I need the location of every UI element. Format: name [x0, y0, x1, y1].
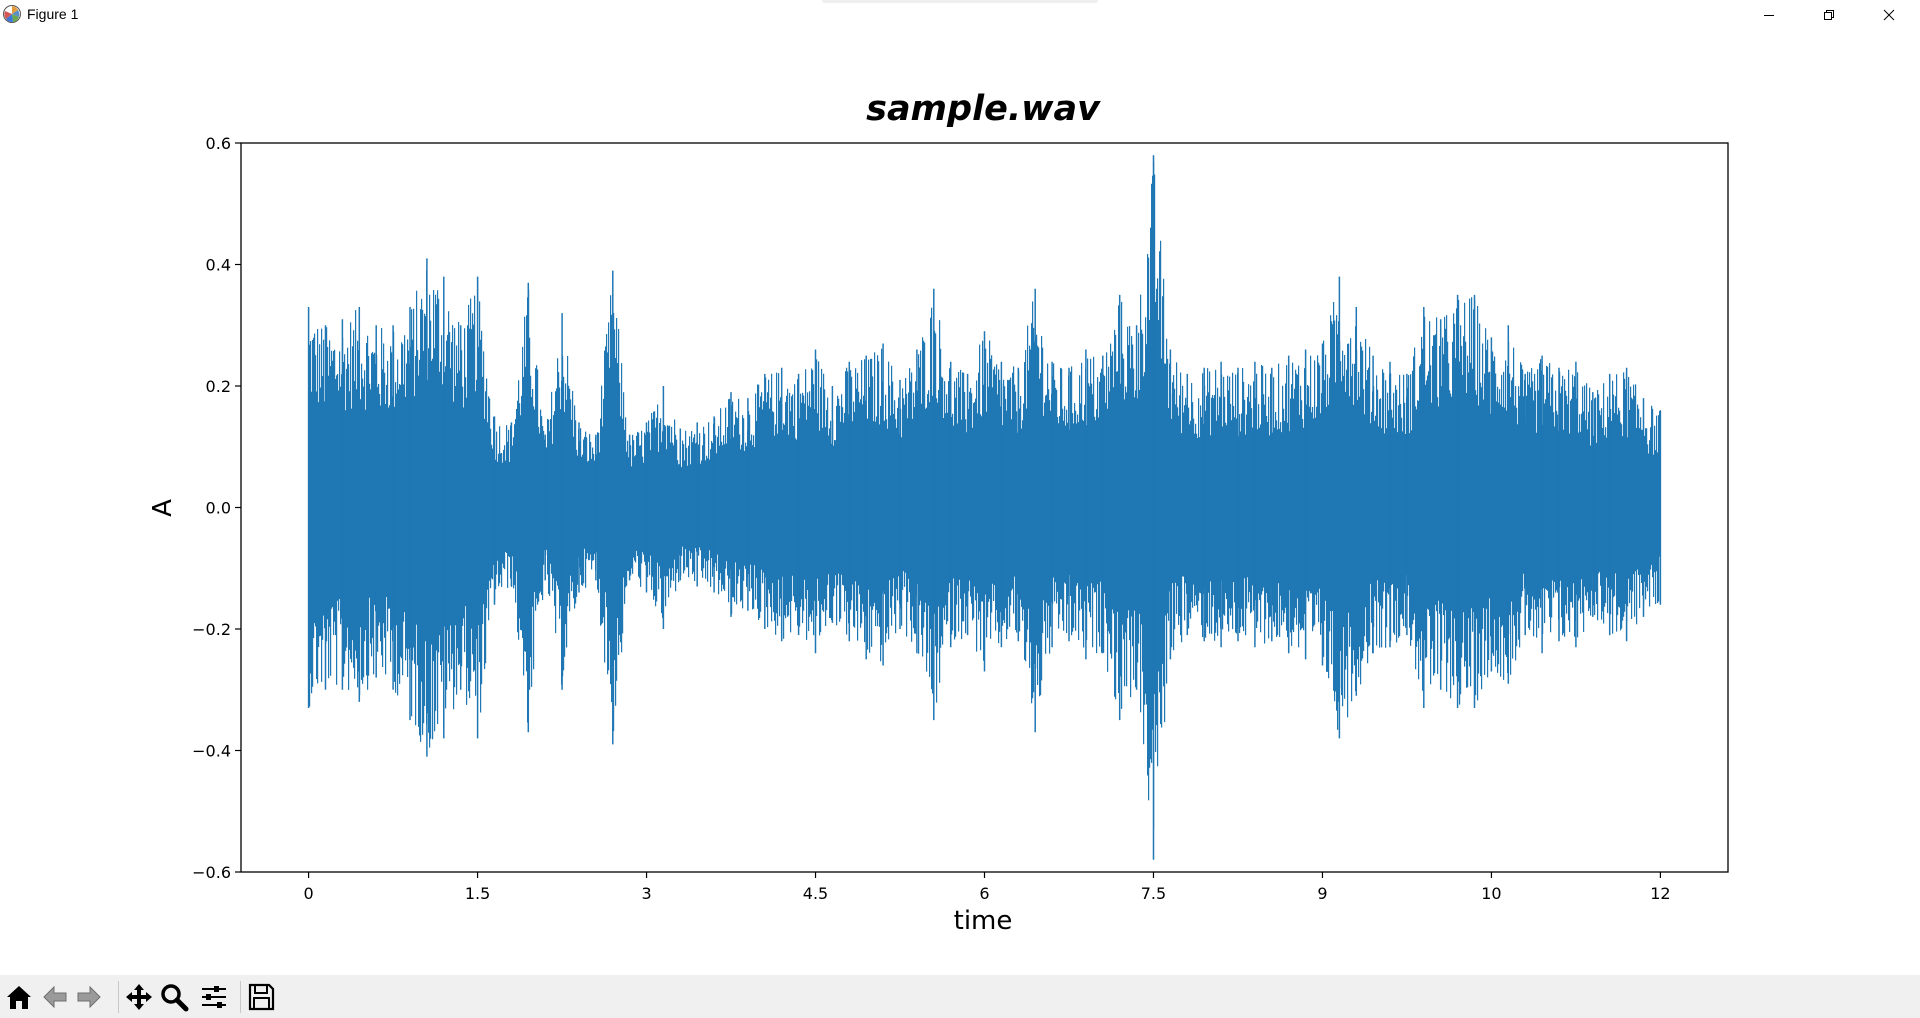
- x-tick-label: 12: [1650, 884, 1670, 903]
- waveform-peaks: [307, 155, 1662, 860]
- navigation-toolbar: [0, 975, 1920, 1018]
- x-tick-label: 6: [979, 884, 989, 903]
- waveform-series: [307, 155, 1662, 860]
- x-tick-label: 3: [641, 884, 651, 903]
- x-tick-label: 10: [1481, 884, 1501, 903]
- y-tick-label: −0.6: [192, 863, 231, 882]
- y-tick-label: 0.2: [206, 377, 231, 396]
- y-tick-label: −0.2: [192, 620, 231, 639]
- back-button[interactable]: [38, 979, 72, 1015]
- x-tick-label: 4.5: [803, 884, 828, 903]
- home-button[interactable]: [2, 979, 36, 1015]
- zoom-button[interactable]: [157, 979, 191, 1015]
- home-icon: [7, 986, 31, 1009]
- y-axis-label: A: [148, 499, 178, 517]
- pan-icon: [126, 984, 152, 1010]
- configure-subplots-icon: [202, 986, 226, 1008]
- x-tick-label: 0: [303, 884, 313, 903]
- y-tick-label: 0.4: [206, 256, 231, 275]
- back-arrow-icon: [43, 985, 67, 1009]
- y-axis-ticks: −0.6 −0.4 −0.2 0.0 0.2 0.4 0.6: [192, 134, 241, 882]
- x-axis-label: time: [954, 906, 1013, 936]
- toolbar-separator: [240, 981, 241, 1013]
- window-title: Figure 1: [27, 6, 79, 22]
- y-tick-label: −0.4: [192, 742, 231, 761]
- save-button[interactable]: [244, 979, 278, 1015]
- restore-icon: [1824, 10, 1834, 20]
- matplotlib-logo-icon: [3, 5, 21, 23]
- x-axis-ticks: 0 1.5 3 4.5 6 7.5 9 10 12: [303, 872, 1671, 903]
- window-titlebar: Figure 1: [0, 0, 1920, 30]
- forward-arrow-icon: [77, 985, 101, 1009]
- x-tick-label: 9: [1317, 884, 1327, 903]
- forward-button[interactable]: [72, 979, 106, 1015]
- save-icon: [248, 983, 275, 1011]
- y-tick-label: 0.0: [206, 499, 231, 518]
- close-icon: [1883, 9, 1895, 21]
- figure-canvas[interactable]: sample.wav 0 1.5 3 4.5 6 7.5 9 10 12 −0.6−0.4−0.…: [0, 30, 1920, 975]
- toolbar-separator: [118, 981, 119, 1013]
- minimize-button[interactable]: [1740, 0, 1798, 30]
- zoom-icon: [161, 984, 189, 1012]
- chart-title: sample.wav: [866, 89, 1101, 129]
- configure-subplots-button[interactable]: [197, 979, 231, 1015]
- y-tick-label: 0.6: [206, 134, 231, 153]
- restore-button[interactable]: [1800, 0, 1858, 30]
- x-tick-label: 1.5: [465, 884, 490, 903]
- close-button[interactable]: [1860, 0, 1918, 30]
- pan-button[interactable]: [122, 979, 156, 1015]
- minimize-icon: [1764, 15, 1774, 16]
- x-tick-label: 7.5: [1141, 884, 1166, 903]
- title-tab-hint: [822, 0, 1098, 3]
